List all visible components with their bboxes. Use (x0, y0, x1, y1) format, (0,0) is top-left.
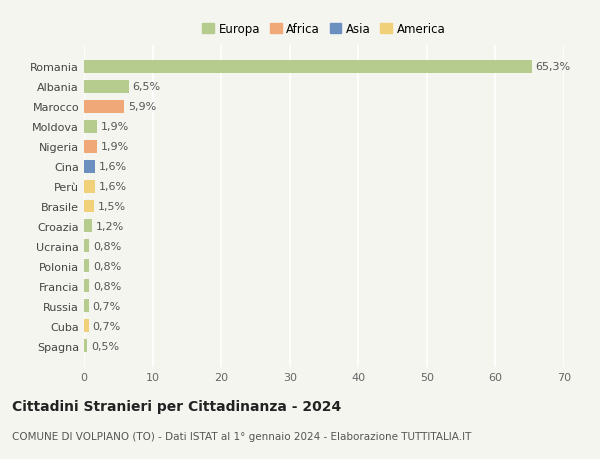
Bar (84, 140, 97, 153)
Text: 0,8%: 0,8% (93, 241, 121, 252)
Text: 0,5%: 0,5% (91, 341, 119, 351)
Bar (84, 300, 89, 313)
Text: 0,8%: 0,8% (93, 281, 121, 291)
Bar (84, 120, 97, 133)
Bar (84, 320, 89, 333)
Text: 1,6%: 1,6% (98, 162, 127, 172)
Text: Cittadini Stranieri per Cittadinanza - 2024: Cittadini Stranieri per Cittadinanza - 2… (12, 399, 341, 413)
Bar (84, 61, 532, 73)
Text: 0,7%: 0,7% (92, 301, 121, 311)
Bar (84, 220, 92, 233)
Legend: Europa, Africa, Asia, America: Europa, Africa, Asia, America (199, 20, 449, 39)
Text: COMUNE DI VOLPIANO (TO) - Dati ISTAT al 1° gennaio 2024 - Elaborazione TUTTITALI: COMUNE DI VOLPIANO (TO) - Dati ISTAT al … (12, 431, 472, 442)
Bar (84, 101, 124, 113)
Bar (84, 160, 95, 173)
Text: 5,9%: 5,9% (128, 102, 156, 112)
Text: 65,3%: 65,3% (535, 62, 571, 72)
Text: 1,9%: 1,9% (100, 142, 129, 152)
Bar (84, 240, 89, 253)
Bar (84, 340, 88, 353)
Text: 1,9%: 1,9% (100, 122, 129, 132)
Text: 1,5%: 1,5% (98, 202, 126, 212)
Text: 0,7%: 0,7% (92, 321, 121, 331)
Text: 1,6%: 1,6% (98, 182, 127, 191)
Text: 6,5%: 6,5% (132, 82, 160, 92)
Text: 0,8%: 0,8% (93, 261, 121, 271)
Text: 1,2%: 1,2% (95, 222, 124, 231)
Bar (84, 260, 89, 273)
Bar (84, 280, 89, 293)
Bar (84, 200, 94, 213)
Bar (84, 180, 95, 193)
Bar (84, 80, 128, 93)
